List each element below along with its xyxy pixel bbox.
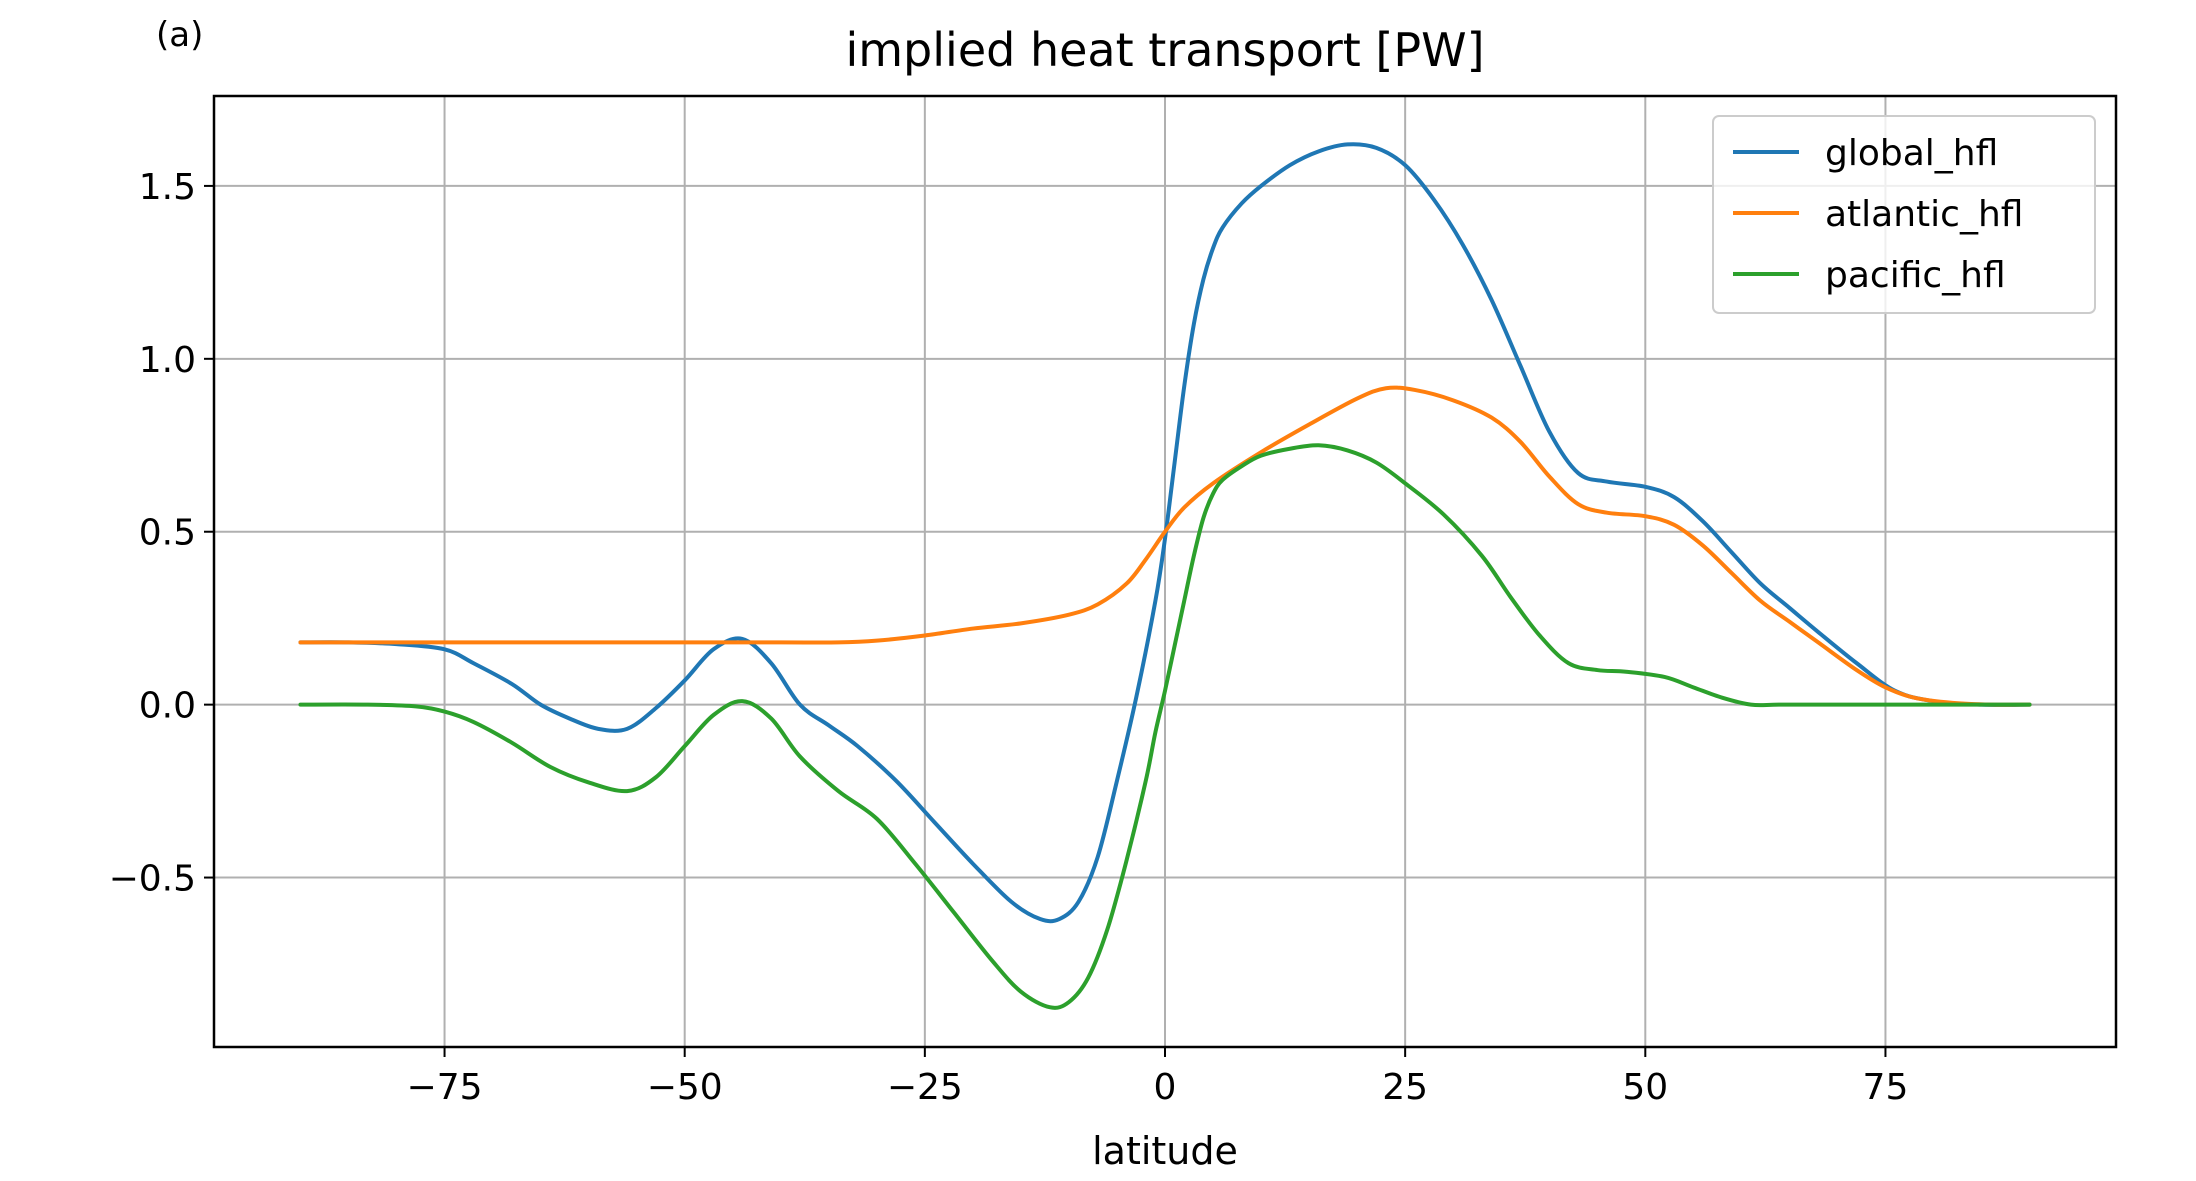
series-line-pacific-hfl: [298, 443, 2032, 1010]
legend-box: [1712, 115, 2096, 314]
x-tick-label: 75: [1863, 1067, 1909, 1108]
chart-title: implied heat transport [PW]: [845, 23, 1484, 77]
x-tick-label: 0: [1154, 1067, 1177, 1108]
y-tick-label: 0.0: [139, 686, 196, 727]
x-tick-label: −25: [887, 1067, 963, 1108]
y-tick-label: 1.0: [139, 340, 196, 381]
legend-entry-label: atlantic_hfl: [1825, 194, 2023, 235]
series-line-global-hfl: [298, 142, 2032, 924]
y-tick-label: 1.5: [139, 167, 196, 208]
x-axis-ticks: −75 −50 −25 0 25 50 75: [407, 1047, 1909, 1108]
x-tick-label: 50: [1622, 1067, 1668, 1108]
plot-area: [212, 94, 2118, 1049]
series-lines: [298, 142, 2032, 1010]
y-tick-label: 0.5: [139, 513, 196, 554]
y-tick-label: −0.5: [109, 859, 196, 900]
x-tick-label: 25: [1382, 1067, 1428, 1108]
legend: global_hfl atlantic_hfl pacific_hfl: [1712, 115, 2096, 314]
legend-entry-label: global_hfl: [1825, 133, 1998, 174]
x-axis-label: latitude: [1092, 1129, 1238, 1173]
x-tick-label: −75: [407, 1067, 483, 1108]
y-axis-ticks: −0.5 0.0 0.5 1.0 1.5: [109, 167, 214, 900]
panel-label: (a): [156, 15, 203, 55]
series-line-atlantic-hfl: [298, 385, 2032, 707]
x-tick-label: −50: [647, 1067, 723, 1108]
legend-entry-label: pacific_hfl: [1825, 255, 2006, 296]
